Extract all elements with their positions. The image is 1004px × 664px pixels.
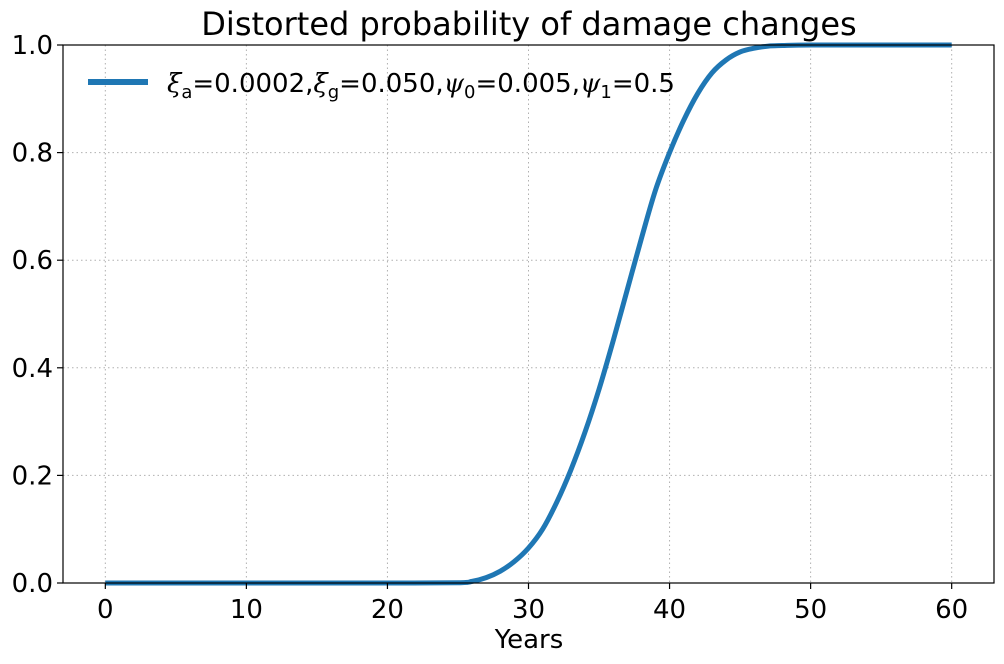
x-tick-label: 60 (935, 595, 968, 625)
y-tick-label: 0.6 (12, 246, 53, 276)
x-axis: 0 10 20 30 40 50 60 (97, 583, 968, 625)
x-tick-label: 20 (371, 595, 404, 625)
x-tick-label: 10 (230, 595, 263, 625)
y-axis: 0.0 0.2 0.4 0.6 0.8 1.0 (12, 31, 63, 599)
x-tick-label: 40 (653, 595, 686, 625)
chart-title: Distorted probability of damage changes (201, 5, 856, 43)
y-tick-label: 0.2 (12, 461, 53, 491)
y-tick-label: 0.4 (12, 354, 53, 384)
plot-frame (62, 44, 995, 584)
x-axis-label: Years (494, 625, 564, 655)
legend-label: ξa=0.0002,ξg=0.050,ψ0=0.005,ψ1=0.5 (167, 69, 675, 103)
y-tick-label: 1.0 (12, 31, 53, 61)
y-tick-label: 0.0 (12, 569, 53, 599)
legend: ξa=0.0002,ξg=0.050,ψ0=0.005,ψ1=0.5 (88, 69, 675, 103)
x-tick-label: 0 (97, 595, 114, 625)
grid (63, 44, 994, 584)
y-tick-label: 0.8 (12, 139, 53, 169)
x-tick-label: 30 (512, 595, 545, 625)
series-line (105, 42, 952, 586)
x-tick-label: 50 (794, 595, 827, 625)
series-layer (105, 42, 952, 586)
